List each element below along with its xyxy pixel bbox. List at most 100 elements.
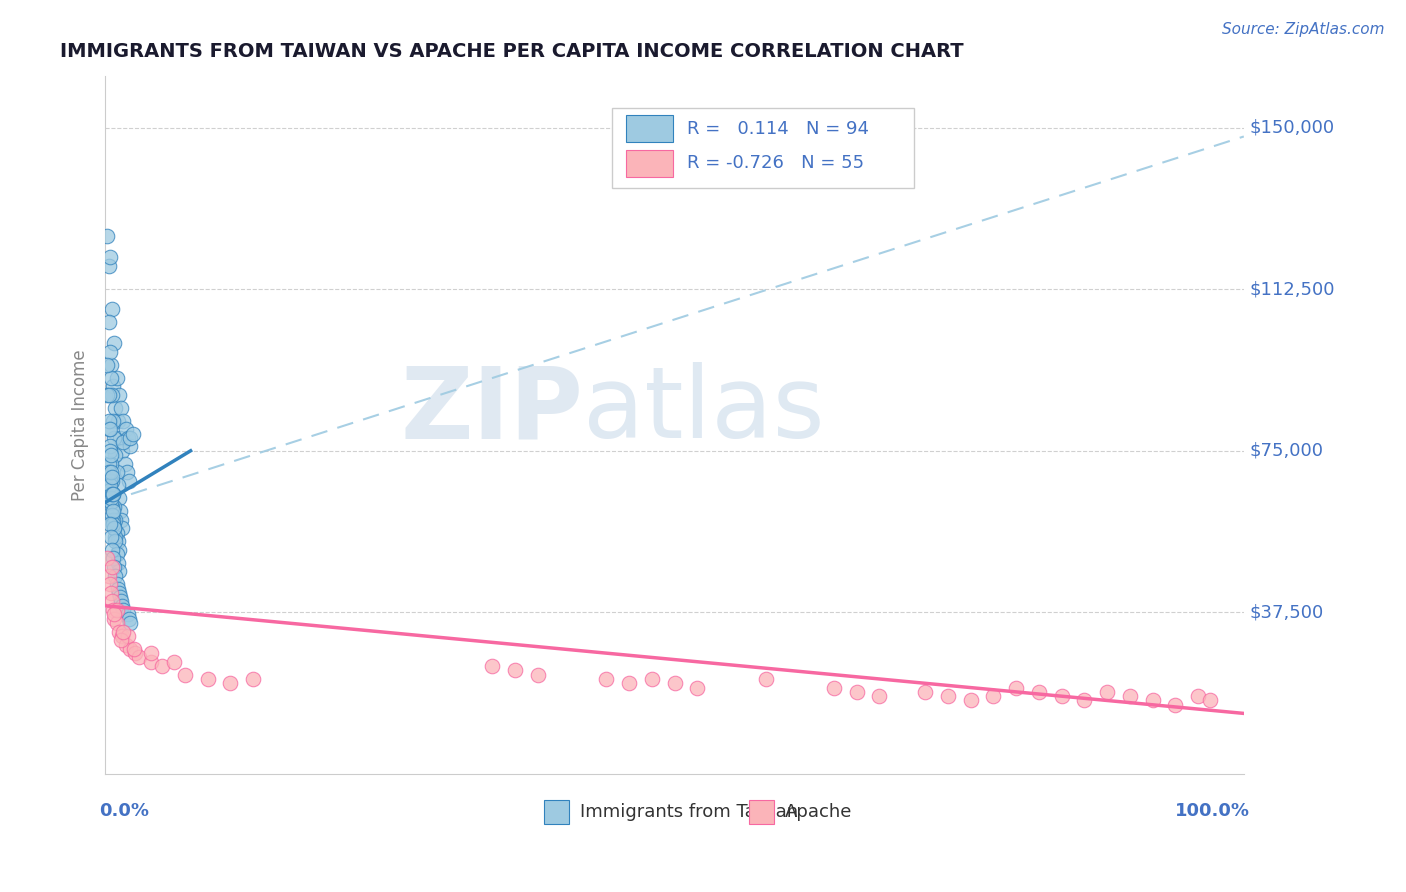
Point <box>100 465 122 479</box>
Point <box>110 513 132 527</box>
Point <box>122 641 145 656</box>
Point <box>100 370 122 384</box>
Point <box>117 629 139 643</box>
Point <box>112 435 135 450</box>
Text: atlas: atlas <box>583 362 825 459</box>
Point <box>97 465 120 479</box>
Point <box>100 495 122 509</box>
Point <box>100 358 122 372</box>
Point <box>101 500 124 514</box>
FancyBboxPatch shape <box>626 115 673 142</box>
Text: $37,500: $37,500 <box>1250 603 1324 621</box>
Point <box>105 603 128 617</box>
Point <box>108 504 131 518</box>
Text: R =   0.114   N = 94: R = 0.114 N = 94 <box>688 120 869 137</box>
Point <box>104 530 127 544</box>
Point <box>108 388 131 402</box>
Point <box>108 586 131 600</box>
Point <box>107 534 129 549</box>
Point <box>107 478 129 492</box>
Point <box>641 672 664 686</box>
Point <box>105 370 128 384</box>
Point <box>111 521 134 535</box>
Point <box>110 633 132 648</box>
Point <box>101 474 124 488</box>
Point <box>197 672 219 686</box>
Point <box>103 560 125 574</box>
Point <box>103 521 125 535</box>
Point <box>114 422 136 436</box>
Point <box>107 556 129 570</box>
Point <box>120 440 142 454</box>
Point <box>96 388 118 402</box>
Text: 100.0%: 100.0% <box>1174 802 1250 820</box>
Point <box>595 672 617 686</box>
Point <box>219 676 242 690</box>
Text: $112,500: $112,500 <box>1250 280 1336 298</box>
Point <box>981 689 1004 703</box>
Point <box>105 547 128 561</box>
Point <box>120 615 142 630</box>
Point <box>100 457 122 471</box>
Point <box>110 594 132 608</box>
Point <box>104 534 127 549</box>
Point <box>150 659 173 673</box>
Point <box>139 646 162 660</box>
Point <box>959 693 981 707</box>
Point <box>936 689 959 703</box>
Point <box>115 465 138 479</box>
Text: 0.0%: 0.0% <box>100 802 149 820</box>
Point <box>96 551 118 566</box>
Point <box>97 422 120 436</box>
Point <box>101 414 124 428</box>
Point <box>869 689 891 703</box>
Point <box>97 388 120 402</box>
Point <box>121 426 143 441</box>
Text: $150,000: $150,000 <box>1250 119 1334 136</box>
Point <box>914 685 936 699</box>
Point <box>823 681 845 695</box>
Point <box>98 443 121 458</box>
Point <box>527 667 550 681</box>
Point <box>101 487 124 501</box>
Point <box>111 443 134 458</box>
Point <box>162 655 184 669</box>
Point <box>117 431 139 445</box>
Point <box>120 431 142 445</box>
Point <box>107 582 129 596</box>
Text: IMMIGRANTS FROM TAIWAN VS APACHE PER CAPITA INCOME CORRELATION CHART: IMMIGRANTS FROM TAIWAN VS APACHE PER CAP… <box>59 42 963 61</box>
Point <box>98 250 121 264</box>
Point <box>755 672 778 686</box>
Point <box>108 590 131 604</box>
Point <box>112 624 135 639</box>
Point <box>1198 693 1220 707</box>
Text: $75,000: $75,000 <box>1250 442 1323 459</box>
Point <box>174 667 197 681</box>
Point <box>664 676 686 690</box>
Point <box>105 577 128 591</box>
Point <box>104 513 127 527</box>
Point <box>111 629 134 643</box>
Point <box>103 612 125 626</box>
Point <box>101 542 124 557</box>
Point <box>103 431 125 445</box>
Point <box>98 422 121 436</box>
Point <box>98 483 121 497</box>
Point <box>98 344 121 359</box>
Point <box>100 491 122 505</box>
Point <box>97 568 120 582</box>
FancyBboxPatch shape <box>748 800 773 824</box>
Point <box>101 551 124 566</box>
Point <box>108 542 131 557</box>
Point <box>1073 693 1095 707</box>
Point <box>103 607 125 622</box>
Point <box>108 624 131 639</box>
Point <box>112 603 135 617</box>
Point <box>114 457 136 471</box>
Point <box>96 358 118 372</box>
Point <box>481 659 503 673</box>
Point <box>1142 693 1164 707</box>
Point <box>107 414 129 428</box>
FancyBboxPatch shape <box>626 150 673 177</box>
Point <box>100 586 122 600</box>
